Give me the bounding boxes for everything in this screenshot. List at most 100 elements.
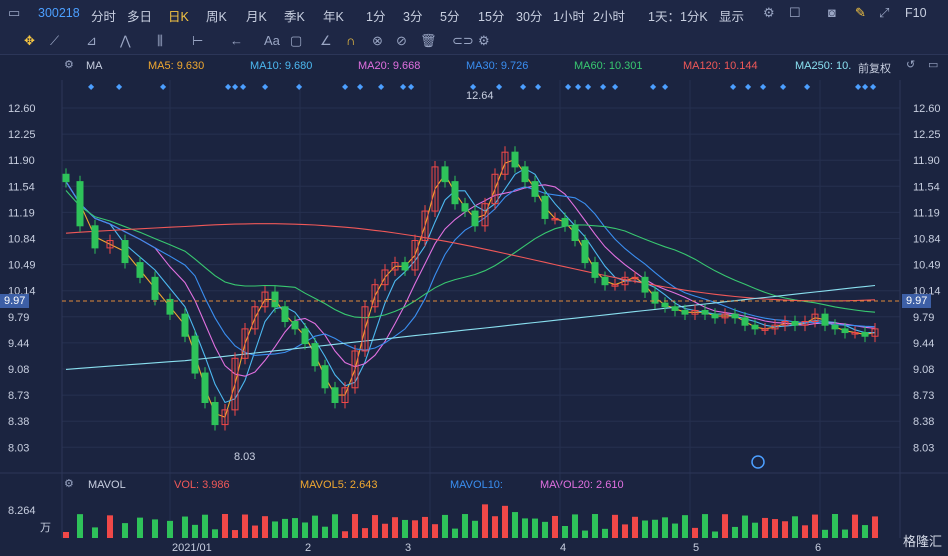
- undo-icon[interactable]: ↺: [906, 59, 916, 71]
- candle-body: [861, 332, 869, 337]
- settings-icon[interactable]: ⚙: [763, 5, 775, 20]
- volume-bar: [312, 515, 318, 538]
- price-tick: 8.03: [8, 442, 29, 454]
- fullscreen-icon[interactable]: ⤢: [879, 5, 890, 20]
- ma5-value: MA5: 9.630: [148, 60, 205, 72]
- price-tick: 12.60: [913, 103, 941, 115]
- wave-tool-icon[interactable]: ⋀: [120, 33, 131, 48]
- event-marker: ◆: [262, 82, 269, 91]
- event-marker: ◆: [585, 82, 592, 91]
- candle-body: [231, 357, 239, 411]
- hide-icon[interactable]: ⊘: [396, 33, 407, 48]
- move-icon[interactable]: ✥: [24, 33, 35, 48]
- volume-bar: [822, 529, 828, 538]
- candle-body: [791, 321, 799, 326]
- vol-settings-icon[interactable]: ⚙: [64, 478, 74, 490]
- draw-settings-icon[interactable]: ⚙: [478, 33, 490, 48]
- candle-body: [211, 401, 219, 426]
- price-tick: 9.44: [913, 338, 934, 350]
- bar-tool-icon[interactable]: ⫼: [157, 33, 163, 48]
- event-marker: ◆: [662, 82, 669, 91]
- volume-bar: [682, 515, 688, 538]
- lock-icon[interactable]: ⊗: [372, 33, 383, 48]
- current-price-right: 9.97: [902, 294, 932, 308]
- volume-bar: [852, 514, 858, 538]
- volume-bar: [722, 514, 728, 538]
- sidebar-toggle-icon[interactable]: ▭: [8, 5, 21, 20]
- volume-bar: [182, 516, 188, 538]
- candle-body: [531, 181, 539, 197]
- volume-bar: [552, 515, 558, 538]
- tab-2hour[interactable]: 2小时: [593, 10, 625, 24]
- display-dropdown[interactable]: 显示: [719, 10, 745, 24]
- vol-unit: 万: [40, 522, 51, 534]
- date-tick: 2: [305, 542, 311, 554]
- candle-body: [471, 210, 479, 227]
- volume-bar: [752, 522, 758, 538]
- price-tick: 10.49: [8, 260, 36, 272]
- tab-30min[interactable]: 30分: [516, 10, 543, 24]
- volume-bar: [692, 527, 698, 538]
- trash-icon[interactable]: 🗑: [420, 33, 437, 48]
- text-tool-icon[interactable]: Aa: [264, 33, 280, 48]
- volume-bar: [872, 516, 878, 538]
- logo: 格隆汇: [902, 534, 942, 549]
- line-tool-icon[interactable]: ⟋: [50, 33, 60, 48]
- volume-bar: [272, 521, 278, 538]
- candle-body: [661, 302, 669, 308]
- camera-icon[interactable]: ◙: [828, 5, 836, 20]
- magnet-icon[interactable]: ∩: [346, 33, 356, 48]
- tab-1min[interactable]: 1分: [366, 10, 386, 24]
- event-marker: ◆: [745, 82, 752, 91]
- tab-yearly-k[interactable]: 年K: [323, 10, 344, 24]
- tab-daily-k[interactable]: 日K: [168, 10, 189, 24]
- period-dropdown[interactable]: 1天：1分K: [648, 10, 708, 24]
- range-tool-icon[interactable]: ⊢: [192, 33, 204, 48]
- volume-bar: [742, 515, 748, 538]
- adjust-mode[interactable]: 前复权: [858, 63, 891, 75]
- volume-bar: [77, 514, 83, 538]
- tab-intraday[interactable]: 分时: [91, 10, 117, 24]
- tab-quarterly-k[interactable]: 季K: [284, 10, 305, 24]
- arrow-tool-icon[interactable]: ←: [230, 33, 243, 48]
- tab-5min[interactable]: 5分: [440, 10, 460, 24]
- event-marker: ◆: [855, 82, 862, 91]
- locate-icon[interactable]: [751, 455, 765, 469]
- tab-1hour[interactable]: 1小时: [553, 10, 585, 24]
- checkbox-icon[interactable]: ☐: [789, 5, 801, 20]
- ruler-icon[interactable]: ∠: [320, 33, 332, 48]
- ma-settings-icon[interactable]: ⚙: [64, 59, 74, 71]
- volume-bar: [842, 529, 848, 538]
- pencil-icon[interactable]: ✎: [855, 5, 866, 20]
- volume-bar: [222, 514, 228, 538]
- toggle-icon[interactable]: ⊂⊃: [452, 33, 474, 48]
- candle-body: [771, 324, 779, 330]
- volume-bar: [622, 524, 628, 538]
- price-tick: 11.90: [913, 155, 940, 167]
- volume-bar: [63, 532, 69, 538]
- tab-monthly-k[interactable]: 月K: [246, 10, 267, 24]
- volume-bar: [502, 505, 508, 538]
- candle-body: [461, 203, 469, 212]
- price-tick: 8.73: [8, 390, 29, 402]
- tab-weekly-k[interactable]: 周K: [206, 10, 227, 24]
- volume-bar: [542, 521, 548, 538]
- price-tick: 8.38: [913, 416, 934, 428]
- volume-bar: [92, 527, 98, 538]
- volume-bar: [702, 514, 708, 538]
- volume-bar: [532, 518, 538, 538]
- volume-bar: [292, 518, 298, 538]
- tab-15min[interactable]: 15分: [478, 10, 505, 24]
- price-tick: 8.03: [913, 442, 934, 454]
- f10-button[interactable]: F10: [905, 6, 927, 20]
- channel-tool-icon[interactable]: ⊿: [86, 33, 97, 48]
- tab-multiday[interactable]: 多日: [127, 10, 153, 24]
- note-tool-icon[interactable]: ▢: [290, 33, 303, 48]
- volume-bar: [432, 524, 438, 538]
- candle-body: [361, 306, 369, 352]
- candle-body: [301, 328, 309, 345]
- volume-bar: [662, 517, 668, 538]
- collapse-icon[interactable]: ▭: [928, 59, 939, 71]
- tab-3min[interactable]: 3分: [403, 10, 423, 24]
